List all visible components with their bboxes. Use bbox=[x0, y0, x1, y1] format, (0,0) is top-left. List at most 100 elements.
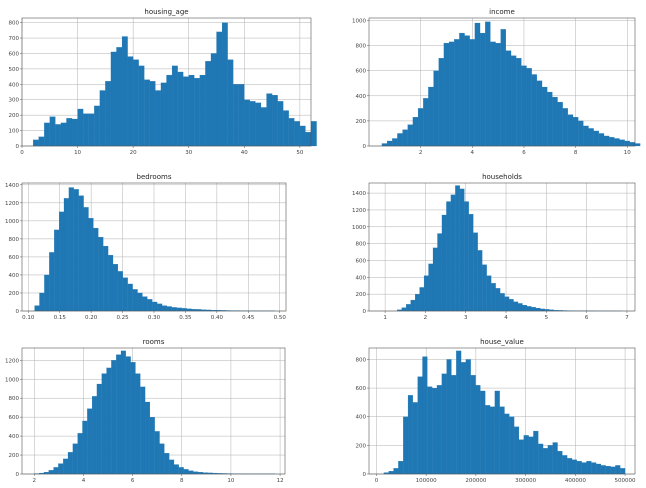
axes-frame bbox=[368, 17, 636, 147]
histogram-bar bbox=[94, 105, 100, 147]
y-tick-label: 100 bbox=[9, 129, 20, 135]
histogram-bar bbox=[536, 80, 543, 147]
histogram-bar bbox=[428, 263, 434, 312]
histogram-bar bbox=[528, 436, 534, 475]
histogram-bar bbox=[541, 86, 548, 147]
histogram-bar bbox=[522, 305, 528, 312]
histogram-bar bbox=[210, 53, 217, 147]
y-tick-label: 0 bbox=[16, 472, 20, 478]
x-tick-label: 0 bbox=[375, 478, 379, 484]
x-tick-label: 4 bbox=[82, 478, 86, 484]
x-tick-label: 0 bbox=[20, 150, 24, 156]
histogram-bar bbox=[603, 135, 610, 147]
panel-title: house_value bbox=[480, 338, 524, 346]
histogram-bar bbox=[193, 471, 199, 475]
histogram-bar bbox=[159, 443, 165, 475]
x-tick-label: 0.35 bbox=[179, 315, 192, 321]
y-tick-label: 1000 bbox=[352, 19, 366, 25]
histogram-bar bbox=[186, 308, 192, 312]
y-tick-label: 600 bbox=[9, 51, 20, 57]
histogram-bar bbox=[412, 402, 418, 475]
x-tick-label: 0.15 bbox=[54, 315, 67, 321]
histogram-bar bbox=[454, 39, 460, 147]
histogram-bar bbox=[474, 22, 481, 147]
histogram-bar bbox=[464, 35, 470, 147]
histogram-bar bbox=[450, 194, 456, 312]
histogram-bar bbox=[133, 59, 139, 147]
histogram-bar bbox=[588, 128, 594, 147]
histogram-bar bbox=[505, 50, 512, 147]
histogram-bar bbox=[142, 296, 148, 312]
x-tick-label: 100000 bbox=[416, 478, 437, 484]
histogram-bar bbox=[629, 142, 636, 147]
histogram-bar bbox=[567, 458, 573, 475]
histogram-bar bbox=[419, 287, 425, 312]
histogram-bar bbox=[199, 74, 206, 147]
x-tick-label: 50 bbox=[296, 150, 303, 156]
histogram-bar bbox=[437, 233, 443, 312]
histogram-bar bbox=[547, 91, 553, 147]
histogram-bar bbox=[423, 275, 429, 312]
x-tick-label: 400000 bbox=[565, 478, 586, 484]
histogram-bar bbox=[470, 375, 476, 475]
histogram-bar bbox=[403, 416, 409, 475]
histogram-bar bbox=[183, 76, 189, 147]
histogram-bar bbox=[149, 81, 156, 147]
histogram-bar bbox=[552, 442, 558, 475]
histogram-bar bbox=[122, 277, 128, 312]
histogram-bar bbox=[96, 383, 102, 475]
histogram-bar bbox=[572, 117, 579, 147]
histogram-bar bbox=[432, 387, 438, 475]
histogram-bar bbox=[388, 471, 394, 475]
y-tick-label: 600 bbox=[356, 258, 367, 264]
histogram-bar bbox=[465, 359, 471, 475]
histogram-bar bbox=[77, 108, 84, 147]
y-tick-label: 0 bbox=[363, 472, 367, 478]
histogram-bar bbox=[393, 468, 399, 475]
histogram-bar bbox=[58, 211, 65, 312]
histogram-bar bbox=[112, 264, 119, 312]
y-tick-label: 300 bbox=[9, 98, 20, 104]
histogram-bar bbox=[596, 463, 602, 475]
histogram-bar bbox=[567, 114, 574, 147]
x-tick-label: 6 bbox=[131, 478, 135, 484]
histogram-bar bbox=[490, 41, 496, 147]
histogram-bar bbox=[526, 68, 532, 147]
histogram-bar bbox=[428, 86, 434, 147]
histogram-bar bbox=[138, 65, 145, 147]
histogram-bar bbox=[482, 264, 487, 312]
histogram-bar bbox=[271, 95, 278, 147]
histogram-bar bbox=[288, 118, 295, 147]
histogram-bar bbox=[578, 120, 584, 147]
x-tick-label: 7 bbox=[625, 315, 629, 321]
histogram-bar bbox=[277, 101, 284, 147]
histogram-bar bbox=[49, 252, 55, 312]
histogram-bar bbox=[177, 71, 184, 147]
histogram-bar bbox=[111, 360, 117, 475]
histogram-bar bbox=[127, 56, 134, 147]
histogram-bar bbox=[249, 101, 256, 147]
y-tick-label: 600 bbox=[356, 386, 367, 392]
x-tick-label: 2 bbox=[33, 478, 37, 484]
histogram-bar bbox=[48, 470, 54, 475]
histogram-bar bbox=[407, 124, 414, 147]
histogram-bar bbox=[160, 82, 167, 147]
histogram-bar bbox=[171, 65, 178, 147]
histogram-bar bbox=[67, 452, 73, 475]
histogram-bar bbox=[121, 36, 128, 147]
histogram-bar bbox=[194, 78, 200, 147]
x-tick-label: 2 bbox=[419, 150, 423, 156]
histogram-bar bbox=[500, 29, 506, 147]
histogram-bar bbox=[586, 461, 592, 475]
histogram-bar bbox=[227, 59, 234, 147]
histogram-bar bbox=[523, 435, 529, 475]
y-tick-label: 200 bbox=[9, 453, 20, 459]
histogram-bar bbox=[178, 467, 184, 475]
x-tick-label: 10 bbox=[624, 150, 631, 156]
histogram-bar bbox=[244, 99, 250, 147]
histogram-bar bbox=[500, 293, 505, 312]
x-tick-label: 300000 bbox=[515, 478, 536, 484]
y-tick-label: 200 bbox=[9, 113, 20, 119]
histogram-bar bbox=[455, 185, 460, 312]
x-tick-label: 8 bbox=[180, 478, 184, 484]
